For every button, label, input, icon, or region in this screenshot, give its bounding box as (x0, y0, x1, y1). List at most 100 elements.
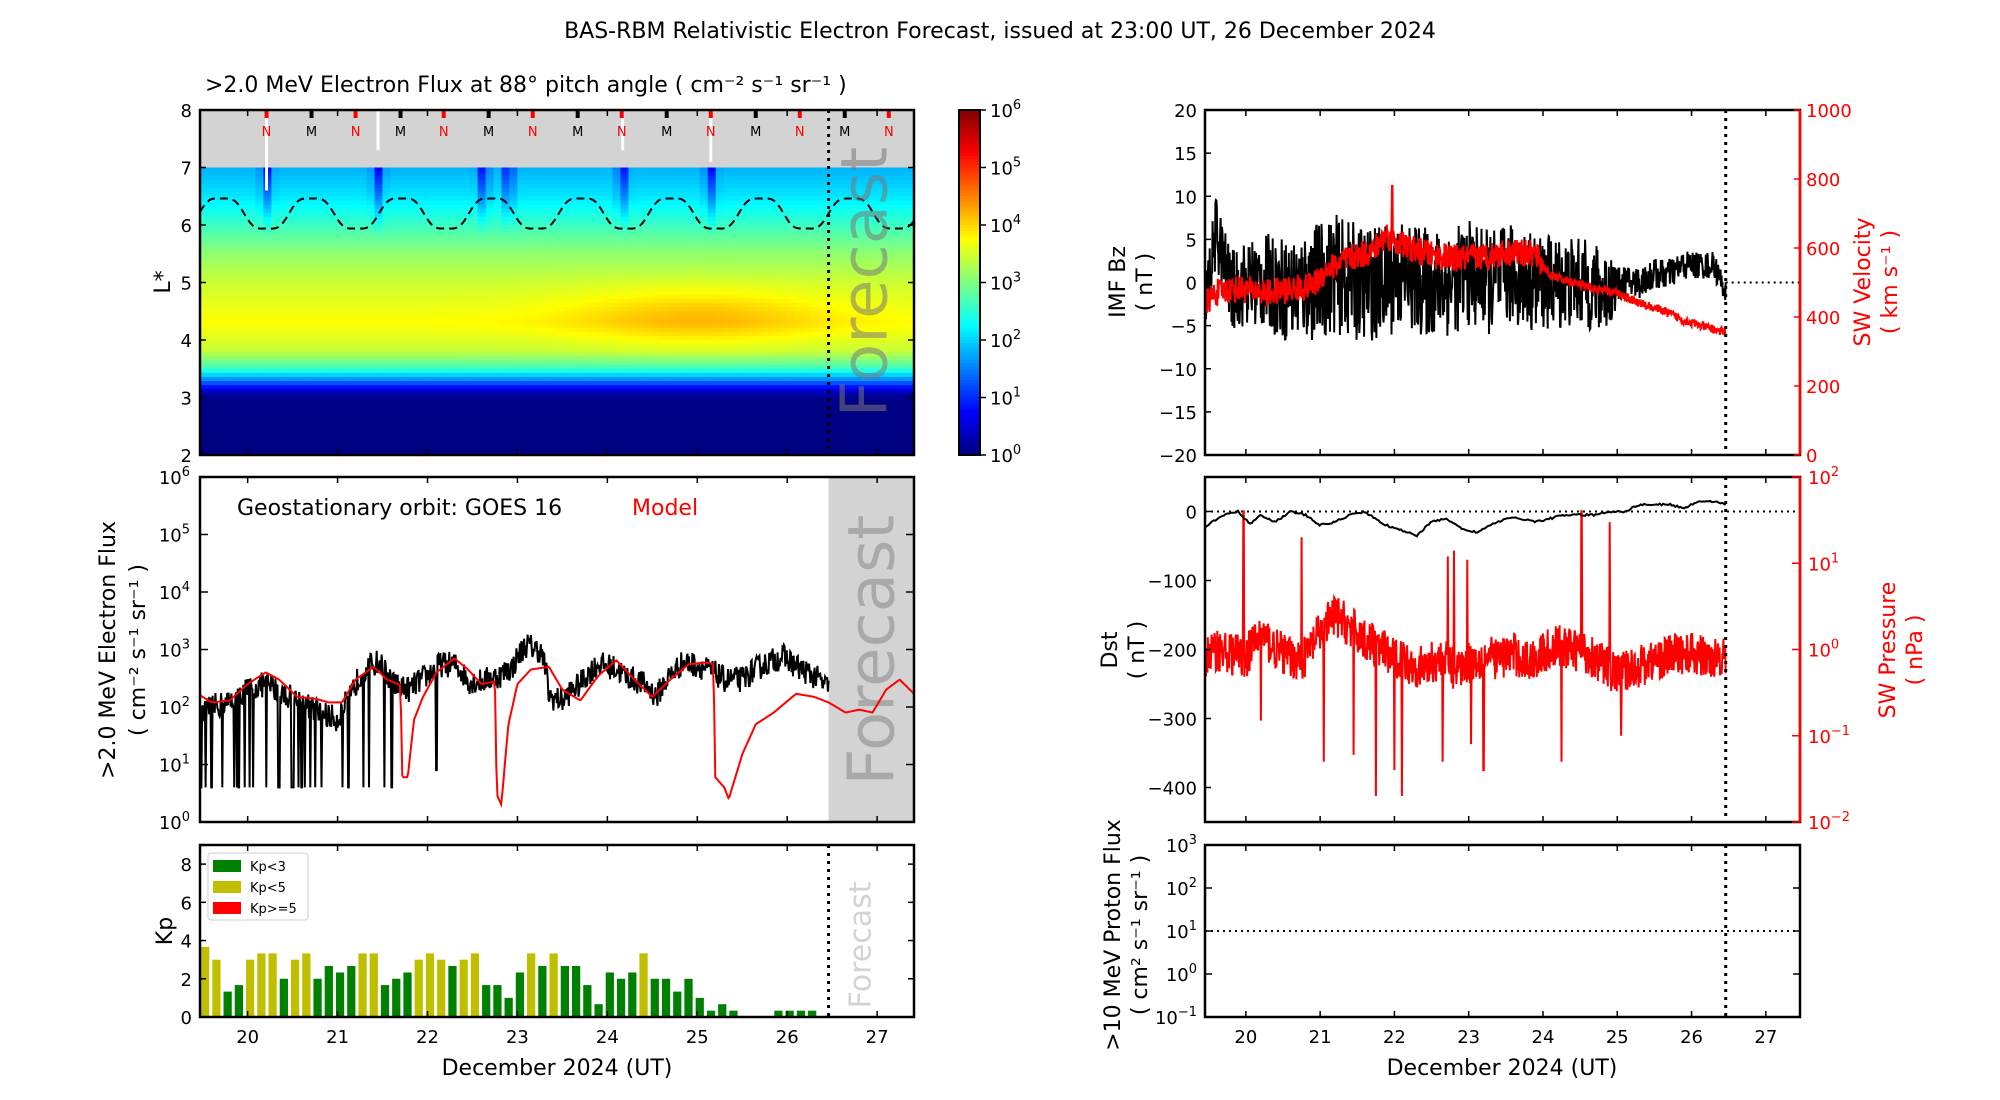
heatmap-cell (660, 192, 669, 197)
heatmap-cell (231, 179, 241, 185)
heatmap-cell (485, 422, 495, 427)
heatmap-cell (747, 294, 756, 300)
heatmap-cell (382, 241, 391, 247)
heatmap-cell (501, 290, 510, 296)
heatmap-cell (596, 426, 606, 431)
heatmap-cell (541, 360, 550, 366)
heatmap-cell (311, 270, 320, 275)
heatmap-cell (445, 340, 455, 345)
heatmap-cell (223, 237, 233, 243)
heatmap-cell (311, 430, 320, 436)
heatmap-cell (525, 286, 534, 292)
heatmap-cell (279, 327, 288, 333)
heatmap-cell (644, 294, 653, 300)
heatmap-cell (319, 348, 328, 353)
heatmap-cell (691, 212, 701, 218)
heatmap-cell (311, 241, 320, 247)
heatmap-cell (723, 167, 733, 173)
heatmap-cell (461, 237, 471, 243)
heatmap-cell (311, 192, 320, 197)
heatmap-cell (279, 360, 288, 366)
heatmap-cell (501, 266, 510, 271)
heatmap-cell (588, 385, 598, 390)
heatmap-cell (747, 167, 756, 173)
heatmap-cell (604, 298, 614, 304)
heatmap-cell (247, 426, 257, 431)
heatmap-cell (485, 257, 495, 263)
heatmap-cell (533, 282, 542, 288)
heatmap-cell (636, 344, 645, 349)
heatmap-cell (461, 257, 471, 263)
heatmap-cell (469, 204, 479, 210)
heatmap-cell (303, 434, 312, 440)
heatmap-cell (334, 434, 344, 440)
heatmap-cell (715, 196, 725, 201)
heatmap-cell (604, 438, 614, 444)
heatmap-cell (612, 261, 622, 267)
heatmap-cell (549, 175, 558, 181)
heatmap-cell (382, 413, 391, 419)
heatmap-cell (287, 220, 296, 226)
heatmap-cell (755, 253, 764, 259)
heatmap-cell (604, 409, 614, 415)
heatmap-cell (398, 340, 407, 345)
heatmap-cell (509, 192, 518, 197)
heatmap-cell (715, 430, 725, 436)
heatmap-cell (493, 413, 503, 419)
heatmap-cell (596, 405, 606, 411)
heatmap-cell (755, 397, 764, 403)
heatmap-cell (231, 364, 241, 370)
heatmap-cell (477, 344, 487, 349)
heatmap-cell (572, 192, 582, 197)
heatmap-cell (596, 290, 606, 296)
heatmap-cell (715, 298, 725, 304)
heatmap-cell (311, 393, 320, 399)
heatmap-cell (525, 257, 534, 263)
heatmap-cell (334, 216, 344, 222)
heatmap-cell (493, 225, 503, 230)
heatmap-cell (295, 167, 304, 173)
heatmap-cell (342, 356, 352, 362)
heatmap-cell (485, 335, 495, 341)
heatmap-cell (231, 376, 241, 382)
heatmap-cell (723, 188, 733, 193)
heatmap-cell (763, 233, 772, 238)
heatmap-cell (541, 364, 550, 370)
heatmap-cell (620, 442, 629, 448)
heatmap-cell (271, 261, 280, 267)
heatmap-cell (668, 179, 677, 185)
heatmap-cell (564, 340, 574, 345)
heatmap-cell (334, 212, 344, 218)
heatmap-cell (279, 303, 288, 308)
heatmap-cell (326, 315, 336, 321)
heatmap-cell (572, 405, 582, 411)
heatmap-cell (588, 307, 598, 312)
heatmap-cell (374, 278, 384, 284)
heatmap-cell (676, 413, 685, 419)
heatmap-cell (517, 192, 526, 197)
heatmap-cell (739, 450, 748, 456)
heatmap-cell (636, 323, 645, 329)
heatmap-cell (374, 319, 384, 325)
heatmap-cell (628, 409, 637, 415)
heatmap-cell (699, 249, 709, 255)
heatmap-cell (549, 385, 558, 390)
heatmap-cell (707, 405, 717, 411)
heatmap-cell (715, 348, 725, 353)
heatmap-cell (588, 319, 598, 325)
heatmap-cell (469, 216, 479, 222)
heatmap-cell (509, 274, 518, 279)
heatmap-cell (644, 188, 653, 193)
heatmap-cell (707, 340, 717, 345)
heatmap-cell (215, 311, 225, 316)
heatmap-cell (549, 196, 558, 201)
heatmap-cell (279, 196, 288, 201)
heatmap-cell (747, 315, 756, 321)
heatmap-cell (477, 418, 487, 423)
heatmap-cell (295, 229, 304, 234)
heatmap-cell (723, 286, 733, 292)
heatmap-cell (612, 323, 622, 329)
heatmap-cell (430, 315, 439, 321)
heatmap-cell (453, 253, 463, 259)
heatmap-cell (366, 426, 376, 431)
